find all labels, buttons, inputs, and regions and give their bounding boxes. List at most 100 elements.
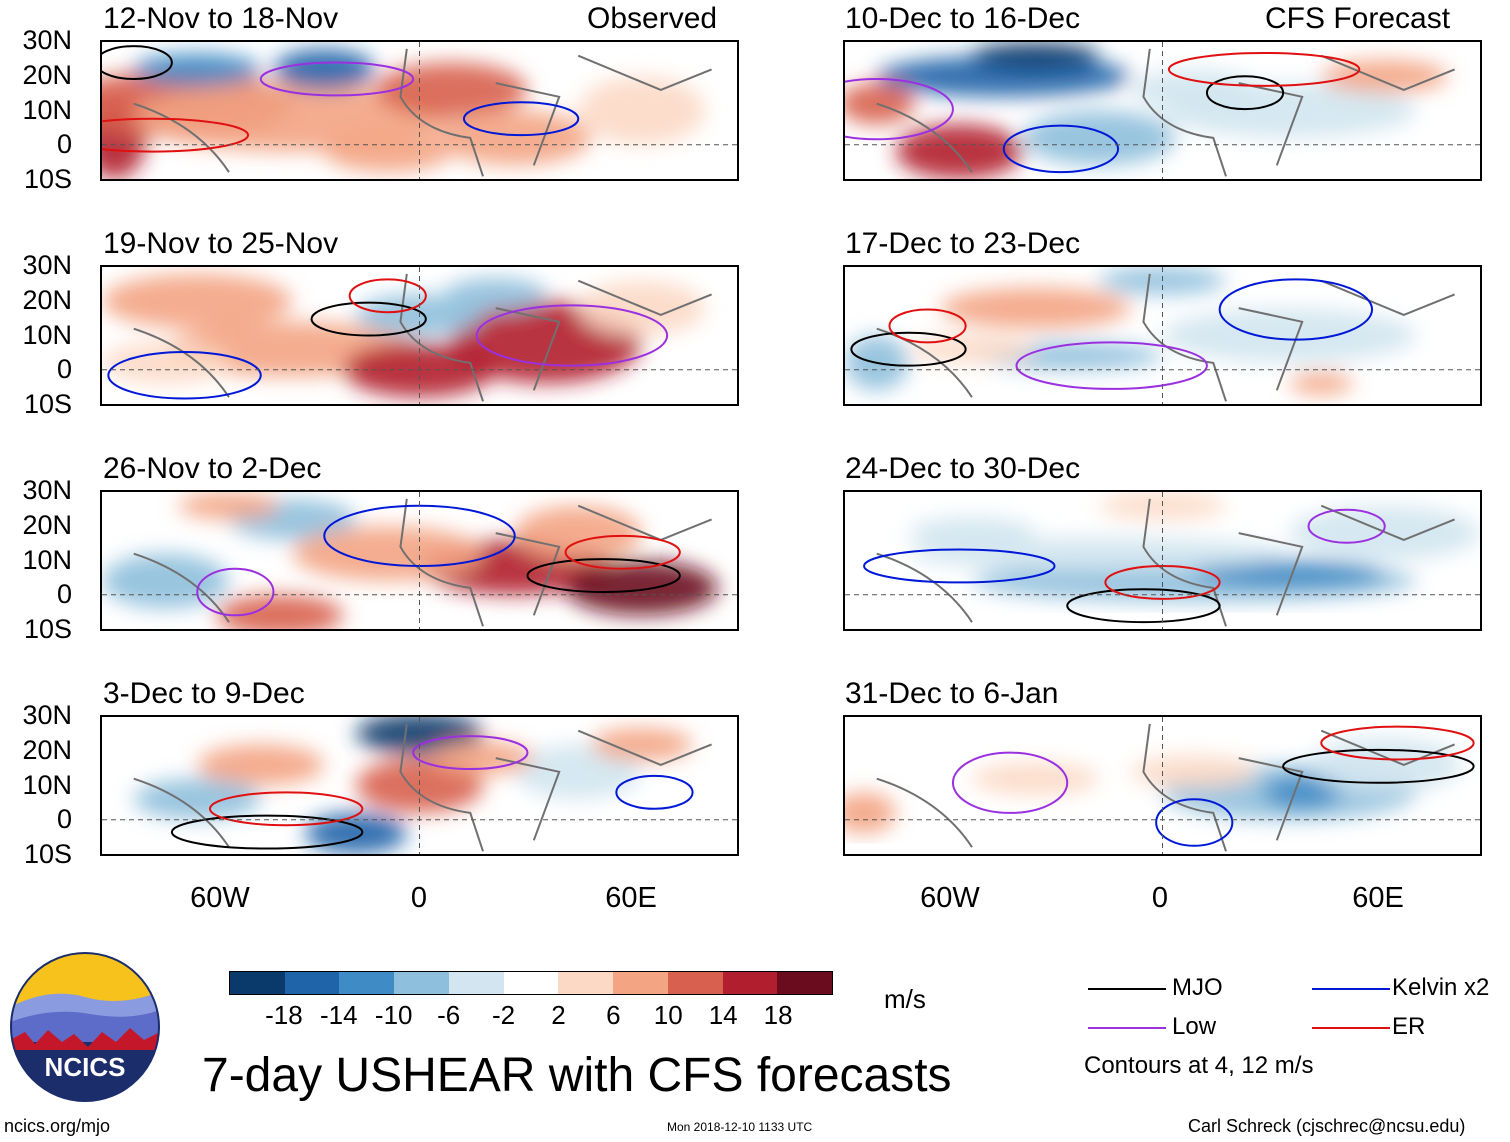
anomaly-region — [432, 741, 534, 775]
contour-line — [102, 45, 173, 80]
map-field — [845, 267, 1480, 404]
anomaly-region — [578, 76, 706, 145]
contour-line — [1205, 75, 1285, 111]
contour-line — [1320, 725, 1475, 761]
panel-title: 10-Dec to 16-Dec — [845, 2, 1081, 35]
lat-label: 10N — [22, 319, 72, 350]
coastline — [133, 498, 712, 627]
lon-label-0: 0 — [1151, 882, 1169, 914]
map-field — [845, 717, 1480, 854]
colorbar-tick-label: 14 — [708, 1000, 738, 1030]
map-panel-observed-4 — [100, 715, 739, 856]
colorbar-swatch — [503, 972, 559, 994]
footer-site-link[interactable]: ncics.org/mjo — [4, 1116, 111, 1136]
colorbar-swatch — [613, 972, 668, 994]
contour-line — [951, 751, 1069, 814]
map-field — [845, 492, 1480, 629]
anomaly-region — [356, 758, 483, 813]
contour-line — [208, 791, 364, 827]
panel-title: 31-Dec to 6-Jan — [845, 677, 1059, 710]
contour-line — [475, 304, 669, 367]
footer-timestamp: Mon 2018-12-10 1133 UTC — [667, 1120, 813, 1134]
contour-line — [888, 308, 967, 344]
colorbar-tick-label: 10 — [653, 1000, 683, 1030]
lat-label: 10N — [22, 94, 72, 125]
legend-mjo-label: MJO — [1172, 974, 1223, 1001]
map-panel-observed-2 — [100, 265, 739, 406]
colorbar-tick-label: -14 — [320, 1000, 358, 1030]
colorbar-swatch — [230, 972, 285, 994]
legend-low-line — [1088, 1027, 1166, 1029]
contour-line — [196, 567, 275, 617]
anomaly-region — [940, 287, 1131, 329]
lat-label: 20N — [22, 509, 72, 540]
anomaly-region — [444, 277, 547, 311]
coastline — [133, 48, 712, 177]
contour-line — [1167, 51, 1361, 87]
anomaly-region — [514, 505, 642, 561]
main-title: 7-day USHEAR with CFS forecasts — [202, 1049, 952, 1102]
lat-label: 30N — [22, 475, 72, 505]
lat-label: 30N — [22, 250, 72, 280]
lon-label-0: 0 — [410, 882, 428, 914]
anomaly-region — [590, 727, 693, 761]
contours-note: Contours at 4, 12 m/s — [1084, 1052, 1314, 1079]
ncics-logo: NCICS — [10, 952, 160, 1102]
colorbar — [229, 971, 833, 995]
lat-label: 10S — [23, 389, 72, 419]
anomaly-region — [438, 110, 591, 166]
lat-label: 20N — [22, 734, 72, 765]
panel-title: 3-Dec to 9-Dec — [103, 677, 305, 710]
anomaly-region — [908, 335, 1036, 363]
map-panel-observed-3 — [100, 490, 739, 631]
colorbar-tick-label: -18 — [265, 1000, 303, 1030]
colorbar-swatch — [394, 972, 449, 994]
lat-label: 30N — [22, 700, 72, 730]
map-panel-forecast-3 — [843, 490, 1482, 631]
colorbar-swatch — [284, 972, 340, 994]
lat-label: 10N — [22, 769, 72, 800]
legend-er-line — [1312, 1027, 1390, 1029]
map-panel-observed-1 — [100, 40, 739, 181]
contour-line — [850, 331, 967, 367]
anomaly-region — [1022, 110, 1176, 166]
panel-title: 19-Nov to 25-Nov — [103, 227, 339, 260]
contour-line — [412, 735, 529, 771]
contour-line — [1218, 278, 1374, 341]
anomaly-region — [1321, 59, 1449, 93]
contour-line — [1002, 124, 1120, 174]
lon-label-60e: 60E — [605, 882, 657, 914]
map-panel-forecast-2 — [843, 265, 1482, 406]
coastline — [133, 273, 712, 402]
colorbar-swatch — [667, 972, 723, 994]
anomaly-region — [1194, 560, 1385, 588]
legend-low-label: Low — [1172, 1013, 1217, 1040]
anomaly-region — [845, 792, 896, 834]
anomaly-region — [178, 492, 280, 520]
lat-label: 30N — [22, 25, 72, 55]
contour-line — [845, 77, 954, 141]
lat-label: 20N — [22, 59, 72, 90]
legend-er-label: ER — [1392, 1013, 1426, 1040]
lat-label: 10S — [23, 164, 72, 194]
colorbar-swatch — [777, 972, 833, 994]
contour-line — [102, 117, 250, 153]
map-field — [102, 492, 737, 629]
anomaly-region — [972, 762, 1099, 796]
contour-line — [107, 350, 262, 400]
panel-title: 26-Nov to 2-Dec — [103, 452, 322, 485]
coastline — [133, 723, 712, 852]
anomaly-region — [273, 48, 376, 90]
contour-line — [526, 558, 681, 594]
anomaly-region — [1264, 775, 1341, 809]
contour-line — [462, 101, 580, 137]
contour-line — [348, 278, 427, 314]
map-panel-forecast-1 — [843, 40, 1482, 181]
lat-label: 20N — [22, 284, 72, 315]
forecast-header: CFS Forecast — [1265, 2, 1451, 35]
anomaly-region — [216, 594, 344, 629]
colorbar-tick-label: 6 — [606, 1000, 621, 1030]
map-panel-forecast-4 — [843, 715, 1482, 856]
anomaly-region — [908, 516, 1036, 550]
footer-credit: Carl Schreck (cjschrec@ncsu.edu) — [1188, 1116, 1466, 1136]
